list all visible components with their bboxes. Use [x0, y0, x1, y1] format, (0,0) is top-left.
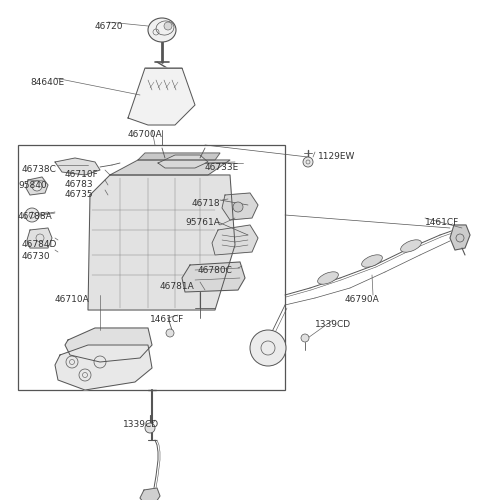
Bar: [18, 145, 285, 390]
Text: 46710F: 46710F: [65, 170, 99, 179]
Polygon shape: [140, 488, 160, 500]
Polygon shape: [158, 155, 208, 168]
Text: 46788A: 46788A: [18, 212, 53, 221]
Text: 1339CD: 1339CD: [315, 320, 351, 329]
Ellipse shape: [361, 255, 383, 267]
Circle shape: [301, 334, 309, 342]
Polygon shape: [182, 262, 245, 292]
Text: 46718: 46718: [192, 199, 221, 208]
Text: 46738C: 46738C: [22, 165, 57, 174]
Text: 46781A: 46781A: [160, 282, 195, 291]
Text: 46780C: 46780C: [198, 266, 233, 275]
Circle shape: [166, 329, 174, 337]
Text: 46710A: 46710A: [55, 295, 90, 304]
Text: 46735: 46735: [65, 190, 94, 199]
Polygon shape: [110, 160, 230, 175]
Text: 84640E: 84640E: [30, 78, 64, 87]
Polygon shape: [55, 345, 152, 390]
Polygon shape: [128, 68, 195, 125]
Polygon shape: [212, 225, 258, 255]
Text: 1339CD: 1339CD: [123, 420, 159, 429]
Text: 46720: 46720: [95, 22, 123, 31]
Text: 46783: 46783: [65, 180, 94, 189]
Ellipse shape: [318, 272, 338, 284]
Polygon shape: [65, 328, 152, 362]
Text: 46733E: 46733E: [205, 163, 239, 172]
Polygon shape: [26, 177, 48, 195]
Polygon shape: [450, 225, 470, 250]
Circle shape: [32, 181, 42, 191]
Text: 95761A: 95761A: [185, 218, 220, 227]
Text: 46790A: 46790A: [345, 295, 380, 304]
Polygon shape: [88, 175, 235, 310]
Text: 1461CF: 1461CF: [150, 315, 184, 324]
Ellipse shape: [401, 240, 421, 252]
Circle shape: [145, 423, 155, 433]
Text: 46784D: 46784D: [22, 240, 58, 249]
Polygon shape: [138, 153, 220, 160]
Polygon shape: [222, 193, 258, 220]
Circle shape: [303, 157, 313, 167]
Circle shape: [25, 208, 39, 222]
Text: 1129EW: 1129EW: [318, 152, 355, 161]
Text: 1461CF: 1461CF: [425, 218, 459, 227]
Circle shape: [250, 330, 286, 366]
Ellipse shape: [148, 18, 176, 42]
Text: 95840: 95840: [18, 181, 47, 190]
Polygon shape: [55, 158, 100, 175]
Circle shape: [233, 202, 243, 212]
Circle shape: [164, 22, 172, 30]
Polygon shape: [27, 228, 52, 248]
Text: 46700A: 46700A: [128, 130, 163, 139]
Text: 46730: 46730: [22, 252, 50, 261]
